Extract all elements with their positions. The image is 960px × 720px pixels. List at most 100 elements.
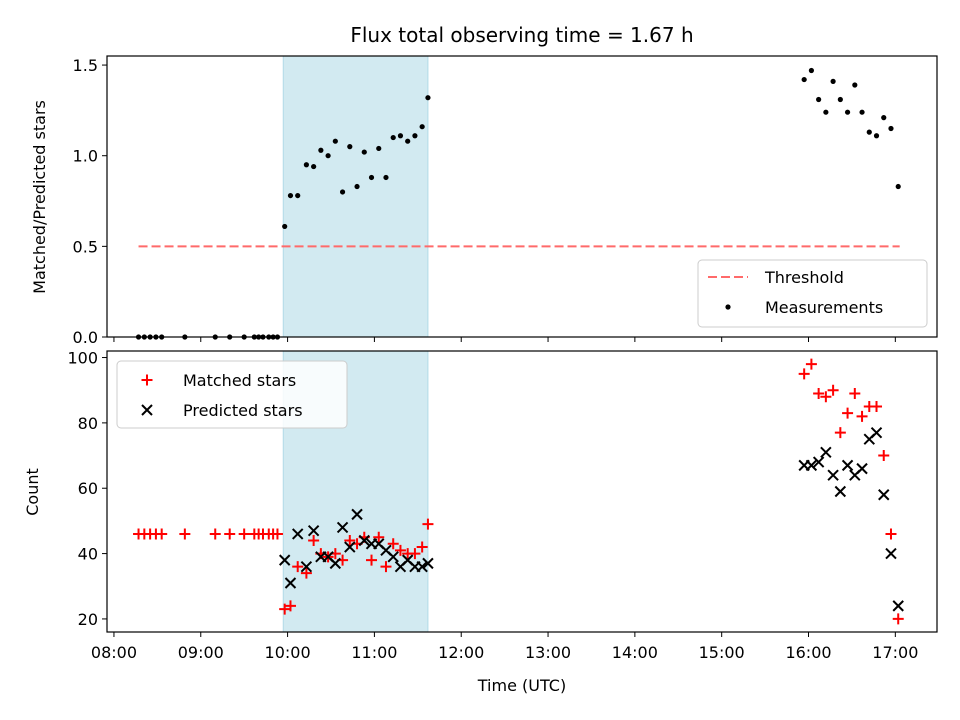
matched-stars-point	[344, 535, 356, 547]
measurement-point	[801, 76, 807, 83]
matched-stars-point	[209, 528, 221, 540]
predicted-stars-point	[820, 446, 832, 458]
x-tick-label: 08:00	[91, 643, 137, 662]
measurement-point	[412, 133, 418, 139]
matched-stars-point	[422, 518, 434, 530]
x-axis-label: Time (UTC)	[477, 676, 566, 695]
x-tick-label: 14:00	[612, 643, 658, 662]
matched-stars-point	[292, 561, 304, 573]
measurement-point	[837, 96, 843, 103]
measurement-point	[390, 134, 396, 141]
matched-stars-point	[380, 561, 392, 573]
measurement-point	[318, 147, 324, 153]
measurement-point	[376, 145, 382, 152]
legend-predicted-swatch	[141, 404, 153, 416]
matched-stars-point	[834, 427, 846, 439]
top-panel: 0.0 0.5 1.0 1.5 Threshold Measurements	[73, 55, 938, 347]
matched-stars-point	[842, 407, 854, 419]
predicted-stars-point	[870, 426, 883, 439]
matched-stars-point	[856, 410, 868, 422]
matched-stars-point	[279, 603, 291, 615]
measurement-point	[332, 138, 338, 144]
predicted-stars-point	[292, 528, 304, 540]
predicted-stars-point	[329, 557, 342, 570]
matched-stars-point	[156, 528, 168, 540]
x-tick-label: 16:00	[785, 643, 831, 662]
matched-stars-point	[878, 450, 890, 462]
matched-stars-point	[849, 387, 861, 399]
chart-title: Flux total observing time = 1.67 h	[350, 23, 693, 47]
predicted-stars-point	[878, 489, 890, 501]
measurement-point	[354, 183, 360, 190]
x-tick-label: 10:00	[265, 643, 311, 662]
x-tick-label: 11:00	[351, 643, 397, 662]
measurement-point	[895, 183, 901, 190]
measurement-point	[419, 124, 425, 130]
predicted-stars-point	[422, 557, 434, 570]
matched-stars-point	[871, 401, 883, 413]
legend-box	[116, 360, 348, 429]
x-tick-label: 17:00	[872, 643, 918, 662]
matched-stars-point	[892, 613, 904, 625]
measurement-point	[830, 78, 836, 84]
matched-stars-point	[409, 548, 421, 560]
measurement-point	[852, 82, 858, 88]
y-tick-label: 100	[67, 349, 98, 368]
y-tick-label: 1.0	[73, 147, 98, 166]
measurement-point	[325, 153, 331, 159]
predicted-stars-point	[284, 577, 297, 589]
predicted-stars-point	[336, 521, 349, 534]
predicted-stars-point	[344, 541, 356, 553]
predicted-stars-point	[812, 456, 825, 468]
matched-stars-point	[813, 387, 825, 399]
matched-stars-point	[238, 528, 250, 540]
legend-box	[697, 259, 928, 328]
top-y-axis-label: Matched/Predicted stars	[30, 100, 49, 294]
x-tick-label: 09:00	[178, 643, 224, 662]
y-tick-label: 0.0	[73, 328, 98, 347]
bottom-panel: 20 40 60 80 100 08:00 09:00 10:00 11:00 12:00 13:0…	[67, 349, 938, 662]
predicted-stars-point	[416, 560, 428, 573]
measurement-point	[405, 138, 411, 144]
measurement-point	[339, 189, 346, 195]
measurement-point	[425, 95, 431, 101]
y-tick-label: 80	[78, 414, 98, 433]
legend-threshold-label: Threshold	[764, 268, 844, 287]
measurement-point	[368, 174, 375, 181]
measurement-point	[873, 133, 880, 139]
predicted-stars-point	[387, 551, 399, 563]
legend-matched-label: Matched stars	[183, 371, 296, 390]
legend-matched-swatch	[141, 374, 153, 386]
measurement-point	[287, 192, 294, 199]
axes-frame	[106, 55, 938, 338]
legend-predicted-label: Predicted stars	[183, 401, 303, 420]
predicted-stars-point	[300, 560, 313, 573]
measurement-point	[881, 115, 887, 121]
measurement-point	[844, 109, 851, 115]
bottom-y-axis-label: Count	[23, 468, 42, 516]
measurement-point	[888, 125, 894, 132]
predicted-stars-point	[278, 554, 291, 566]
measurement-point	[808, 67, 815, 74]
measurement-point	[866, 129, 872, 135]
measurement-point	[383, 174, 389, 181]
measurement-point	[361, 149, 367, 155]
predicted-stars-point	[856, 462, 868, 475]
predicted-stars-point	[841, 459, 854, 472]
y-tick-label: 0.5	[73, 237, 98, 256]
matched-stars-point	[820, 391, 832, 403]
predicted-stars-point	[827, 469, 839, 481]
predicted-stars-point	[351, 508, 363, 521]
measurement-point	[303, 162, 309, 168]
matched-stars-point	[366, 554, 378, 566]
measurement-point	[823, 109, 829, 115]
measurement-point	[397, 133, 404, 139]
x-tick-label: 12:00	[438, 643, 484, 662]
predicted-stars-point	[885, 547, 897, 560]
matched-stars-point	[308, 535, 320, 547]
matched-stars-point	[224, 528, 236, 540]
legend-measurements-label: Measurements	[765, 298, 883, 317]
matched-stars-point	[179, 528, 191, 540]
measurement-point	[347, 144, 353, 150]
